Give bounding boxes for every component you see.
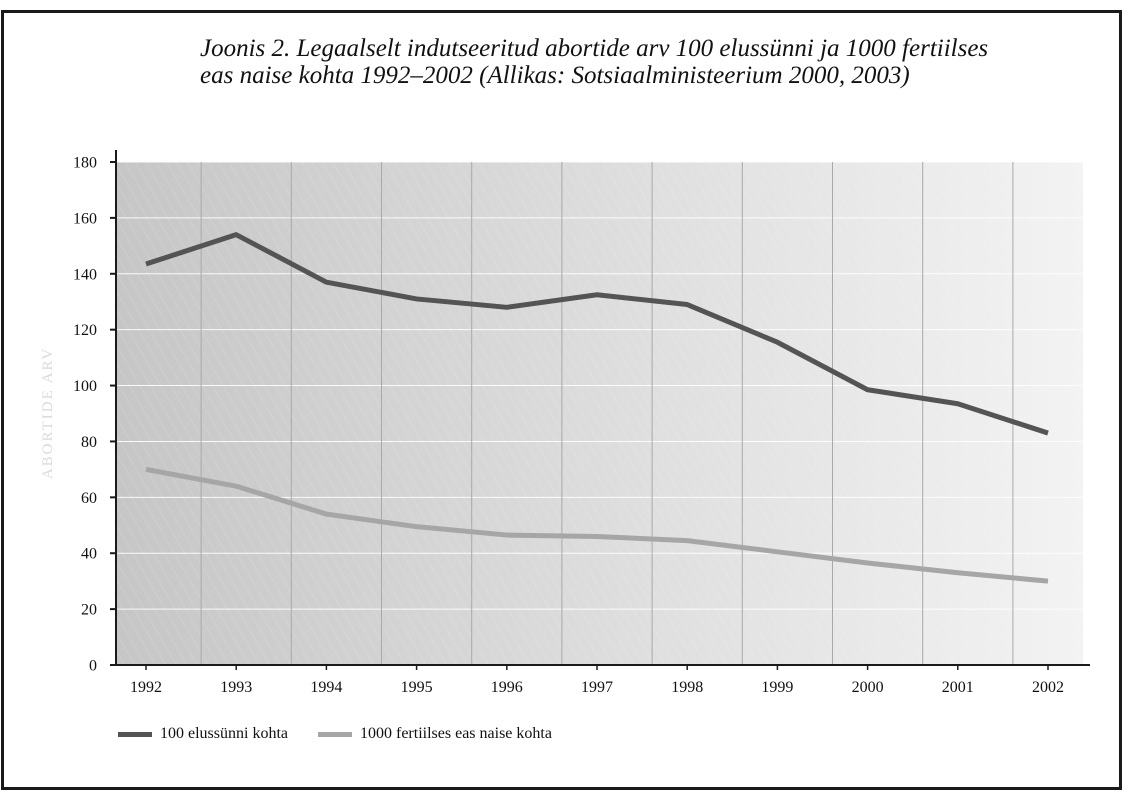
- y-tick-label-180: 180: [73, 155, 97, 172]
- legend-label-series-2: 1000 fertiilses eas naise kohta: [360, 725, 552, 743]
- y-tick-label-40: 40: [81, 546, 97, 563]
- y-tick-label-140: 140: [73, 266, 97, 283]
- x-tick-label-1992: 1992: [130, 679, 162, 696]
- x-tick-label-2001: 2001: [942, 679, 974, 696]
- legend-label-series-1: 100 elussünni kohta: [160, 725, 288, 743]
- x-tick-label-1998: 1998: [671, 679, 703, 696]
- legend: 100 elussünni kohta 1000 fertiilses eas …: [118, 722, 582, 746]
- legend-swatch-series-2: [318, 732, 352, 737]
- x-tick-label-1996: 1996: [491, 679, 523, 696]
- legend-item-series-2: 1000 fertiilses eas naise kohta: [318, 725, 552, 743]
- y-tick-label-0: 0: [89, 658, 97, 675]
- y-tick-label-80: 80: [81, 434, 97, 451]
- x-tick-label-2000: 2000: [852, 679, 884, 696]
- x-tick-label-1999: 1999: [761, 679, 793, 696]
- y-tick-label-160: 160: [73, 210, 97, 227]
- y-tick-label-20: 20: [81, 602, 97, 619]
- x-tick-label-2002: 2002: [1032, 679, 1064, 696]
- legend-swatch-series-1: [118, 732, 152, 737]
- x-tick-label-1993: 1993: [220, 679, 252, 696]
- y-tick-label-100: 100: [73, 378, 97, 395]
- y-axis-label: ABORTIDE ARV: [40, 347, 56, 479]
- x-tick-label-1997: 1997: [581, 679, 613, 696]
- legend-item-series-1: 100 elussünni kohta: [118, 725, 288, 743]
- y-tick-label-60: 60: [81, 490, 97, 507]
- plot-hatch: [116, 162, 1083, 665]
- y-tick-label-120: 120: [73, 322, 97, 339]
- x-tick-label-1994: 1994: [310, 679, 342, 696]
- x-tick-label-1995: 1995: [401, 679, 433, 696]
